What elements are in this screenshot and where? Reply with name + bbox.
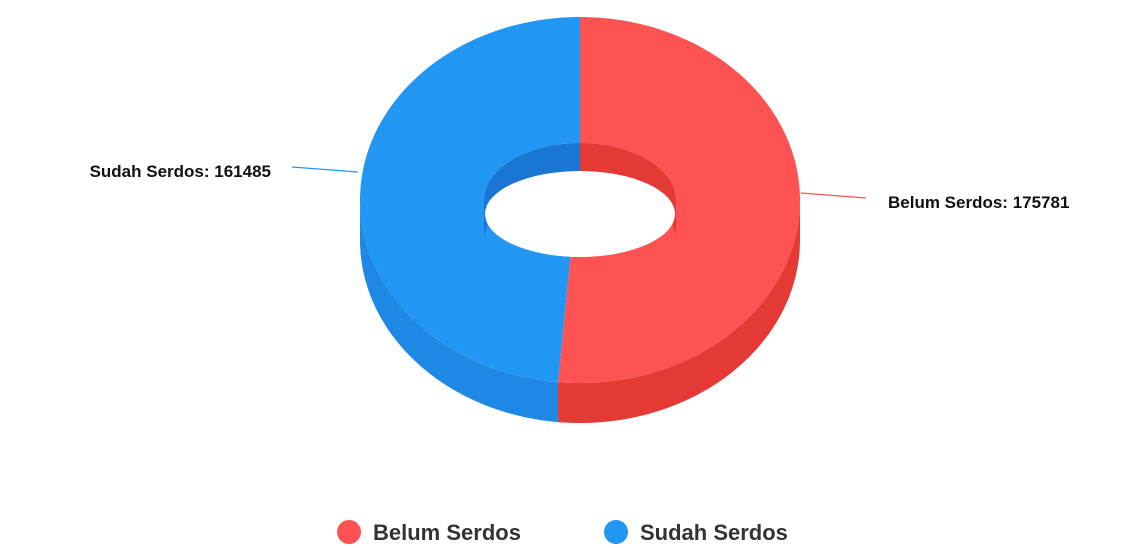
slice-belum-serdos[interactable] — [558, 17, 800, 383]
donut-depth — [360, 200, 800, 423]
legend-item-sudah-serdos[interactable]: Sudah Serdos — [604, 520, 788, 545]
legend-label-belum-serdos: Belum Serdos — [373, 520, 521, 545]
slice-sudah-serdos[interactable] — [360, 17, 580, 383]
data-label-sudah-serdos[interactable]: Sudah Serdos: 161485 — [90, 162, 271, 181]
legend-marker-sudah-serdos — [604, 520, 628, 544]
legend-item-belum-serdos[interactable]: Belum Serdos — [337, 520, 521, 545]
donut-hole — [485, 171, 675, 257]
slice-inner-wall-sudah-serdos — [484, 143, 580, 240]
leader-line-belum-serdos — [800, 192, 867, 199]
data-label-belum-serdos[interactable]: Belum Serdos: 175781 — [888, 193, 1069, 212]
data-labels: Belum Serdos: 175781 Sudah Serdos: 16148… — [90, 162, 1070, 212]
slice-side-belum-serdos — [558, 200, 800, 423]
donut-top-faces — [360, 17, 800, 383]
legend-marker-belum-serdos — [337, 520, 361, 544]
legend: Belum Serdos Sudah Serdos — [337, 520, 788, 545]
slice-side-sudah-serdos — [360, 200, 559, 423]
leader-line-sudah-serdos — [291, 166, 359, 173]
slice-inner-wall-belum-serdos — [580, 143, 676, 240]
legend-label-sudah-serdos: Sudah Serdos — [640, 520, 788, 545]
